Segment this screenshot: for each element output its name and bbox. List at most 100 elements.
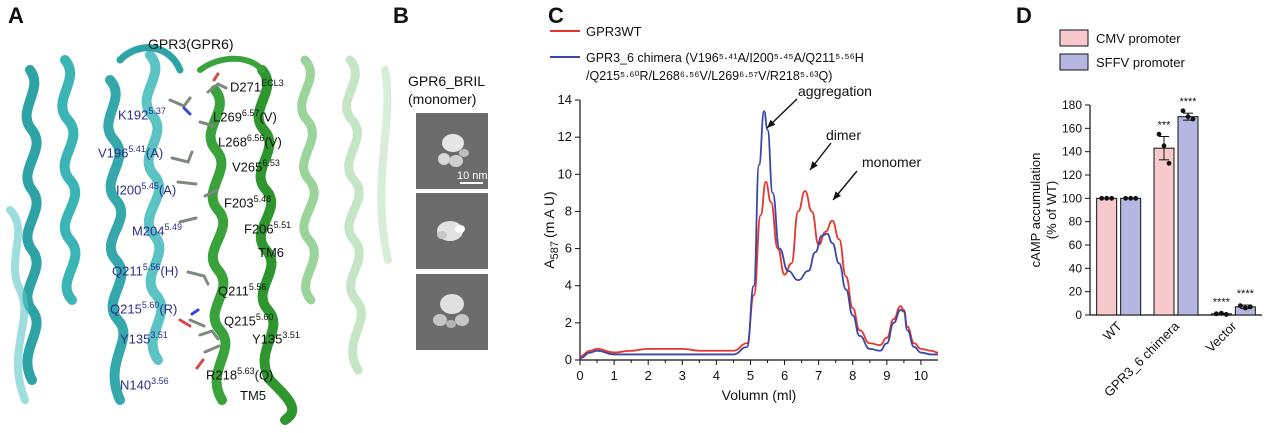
data-point bbox=[1242, 305, 1248, 311]
peak-annotation-dimer: dimer bbox=[826, 127, 861, 143]
legend-label-0: CMV promoter bbox=[1096, 31, 1181, 46]
data-point bbox=[1166, 160, 1172, 166]
residue-label-gpr6-9-ballesteros-number: 3.51 bbox=[282, 330, 300, 340]
data-point bbox=[1099, 195, 1105, 201]
x-tick-label: 10 bbox=[914, 368, 928, 383]
camp-bar-chart: 0 20 40 60 80 100 120 140 160 180 cAMP accumulatio… bbox=[1028, 29, 1262, 400]
legend-label-chimera-line2: /Q215⁵·⁶⁰R/L268⁶·⁵⁶V/L269⁶·⁵⁷V/R218⁵·⁶³Q… bbox=[586, 69, 832, 83]
peak-annotation-monomer: monomer bbox=[862, 154, 921, 170]
y-tick-label: 6 bbox=[565, 241, 572, 256]
legend-label-wt: GPR3WT bbox=[586, 24, 642, 39]
y-tick-label: 40 bbox=[1069, 261, 1083, 275]
y-axis-title-main: A bbox=[541, 259, 557, 269]
x-tick-label: 5 bbox=[747, 368, 754, 383]
residue-label-gpr3-5-mutation: (R) bbox=[159, 301, 178, 317]
residue-label-gpr3-7: N1403.56 bbox=[120, 376, 169, 392]
legend-label-1: SFFV promoter bbox=[1096, 55, 1186, 70]
series-line-1 bbox=[579, 110, 938, 360]
residue-label-gpr6-4: F2035.48 bbox=[224, 194, 271, 210]
y-tick-label: 60 bbox=[1069, 238, 1083, 252]
data-point bbox=[1213, 311, 1219, 317]
y-tick-label: 180 bbox=[1062, 98, 1082, 112]
x-category-label: WT bbox=[1100, 318, 1125, 343]
y-tick-label: 140 bbox=[1062, 145, 1082, 159]
y-tick-label: 8 bbox=[565, 203, 572, 218]
data-point bbox=[1223, 312, 1229, 317]
residue-label-gpr6-6: TM6 bbox=[258, 245, 284, 260]
data-point bbox=[1133, 195, 1139, 201]
residue-label-gpr6-6-residue: TM6 bbox=[258, 245, 284, 260]
residue-label-gpr6-7: Q2115.56 bbox=[218, 282, 266, 298]
annotation-arrow-head bbox=[810, 161, 818, 170]
residue-label-gpr6-0-ballesteros-number: ECL3 bbox=[261, 78, 284, 88]
x-tick-label: 0 bbox=[576, 368, 583, 383]
residue-label-gpr3-6-ballesteros-number: 3.51 bbox=[150, 330, 168, 340]
residue-label-gpr6-3-residue: V265 bbox=[232, 159, 263, 175]
residue-label-gpr6-3: V2656.53 bbox=[232, 158, 280, 174]
panel-letter-b: B bbox=[393, 3, 409, 28]
residue-label-gpr6-1-residue: L269 bbox=[213, 109, 242, 125]
significance-marker: **** bbox=[1213, 296, 1231, 308]
panel-letter-c: C bbox=[548, 3, 564, 28]
data-point bbox=[1247, 304, 1253, 310]
x-tick-label: 6 bbox=[781, 368, 788, 383]
residue-label-gpr6-9: Y1353.51 bbox=[252, 330, 300, 346]
x-tick-label: 2 bbox=[645, 368, 652, 383]
residue-label-gpr6-10: R2185.63(Q) bbox=[206, 366, 273, 382]
y-axis-title: A587 (m A U) bbox=[541, 191, 561, 268]
residue-label-gpr6-4-residue: F203 bbox=[224, 195, 254, 211]
residue-label-gpr6-5-residue: F206 bbox=[244, 221, 274, 237]
panel-b-title: GPR6_BRIL (monomer) bbox=[408, 72, 485, 108]
residue-label-gpr6-8: Q2155.60 bbox=[224, 312, 273, 328]
residue-label-gpr3-7-ballesteros-number: 3.56 bbox=[151, 376, 169, 386]
significance-marker: **** bbox=[1237, 288, 1255, 300]
y-tick-label: 10 bbox=[558, 166, 572, 181]
residue-label-gpr6-2-ballesteros-number: 6.56 bbox=[246, 133, 265, 143]
y-axis-title-unit: (m A U) bbox=[541, 191, 557, 238]
residue-label-gpr3-4-ballesteros-number: 5.56 bbox=[142, 262, 161, 272]
residue-label-gpr6-1-ballesteros-number: 6.57 bbox=[241, 108, 260, 118]
y-axis-title-sub: 587 bbox=[549, 238, 561, 259]
residue-label-gpr3-6-residue: Y135 bbox=[120, 331, 151, 347]
residue-label-gpr6-5-ballesteros-number: 5.51 bbox=[273, 220, 292, 230]
data-point bbox=[1237, 303, 1243, 309]
y-tick-label: 80 bbox=[1069, 215, 1083, 229]
bar-1-1 bbox=[1177, 116, 1199, 316]
bar-1-0 bbox=[1120, 197, 1142, 316]
x-tick-label: 9 bbox=[883, 368, 890, 383]
legend-swatch-1 bbox=[1059, 53, 1089, 71]
residue-label-gpr6-2-mutation: (V) bbox=[264, 134, 282, 150]
y-tick-label: 120 bbox=[1062, 168, 1082, 182]
significance-marker: **** bbox=[1179, 96, 1197, 108]
residue-label-gpr3-4-residue: Q211 bbox=[112, 263, 143, 279]
residue-label-gpr6-2: L2686.56(V) bbox=[218, 133, 282, 149]
data-point bbox=[1218, 310, 1224, 316]
residue-label-gpr6-0: D271ECL3 bbox=[230, 78, 284, 94]
residue-label-gpr6-0-residue: D271 bbox=[230, 79, 262, 95]
residue-label-gpr3-2-residue: I200 bbox=[116, 182, 142, 198]
data-point bbox=[1185, 114, 1191, 120]
y-axis-title: cAMP accumulation(% of WT) bbox=[1028, 153, 1059, 268]
residue-label-gpr6-10-ballesteros-number: 5.63 bbox=[237, 366, 255, 376]
residue-label-gpr6-3-ballesteros-number: 6.53 bbox=[262, 158, 280, 168]
data-point bbox=[1104, 195, 1110, 201]
class-average-image-1: 10 nm bbox=[416, 113, 488, 189]
residue-label-gpr6-2-residue: L268 bbox=[218, 134, 247, 150]
residue-label-gpr6-1-mutation: (V) bbox=[259, 109, 277, 125]
data-point bbox=[1109, 195, 1115, 201]
y-axis-title-line2: (% of WT) bbox=[1044, 181, 1059, 240]
residue-label-gpr6-1: L2696.57(V) bbox=[213, 108, 277, 124]
data-point bbox=[1161, 143, 1167, 149]
scale-bar-label: 10 nm bbox=[457, 170, 488, 182]
y-tick-label: 160 bbox=[1062, 121, 1082, 135]
residue-label-gpr6-10-residue: R218 bbox=[206, 367, 238, 383]
x-tick-label: 4 bbox=[713, 368, 720, 383]
data-point bbox=[1128, 195, 1134, 201]
panel-b-title-line2: (monomer) bbox=[408, 91, 477, 107]
residue-label-gpr3-1-ballesteros-number: 5.41 bbox=[128, 144, 146, 154]
class-average-image-3 bbox=[416, 274, 488, 350]
residue-label-gpr6-8-residue: Q215 bbox=[224, 313, 256, 329]
residue-label-gpr3-1-mutation: (A) bbox=[145, 145, 164, 161]
residue-label-gpr6-10-mutation: (Q) bbox=[254, 367, 274, 383]
